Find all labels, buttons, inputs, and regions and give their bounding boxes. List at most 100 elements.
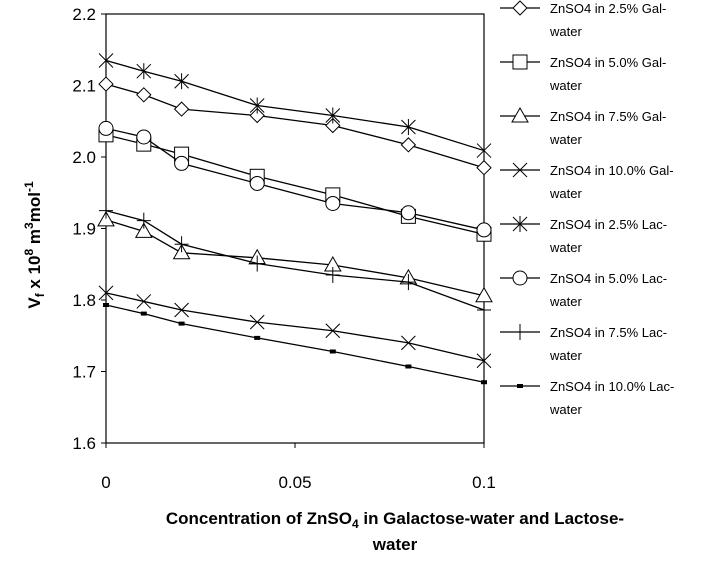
legend-label-line2: water xyxy=(549,78,582,93)
data-point xyxy=(98,120,114,136)
data-point xyxy=(325,323,341,339)
data-point xyxy=(476,353,492,369)
legend-label: ZnSO4 in 7.5% Gal- xyxy=(550,109,666,124)
data-point xyxy=(325,266,340,283)
x-tick-label: 0.05 xyxy=(278,473,311,492)
legend-item: ZnSO4 in 5.0% Lac-water xyxy=(500,270,667,309)
plot-area-border xyxy=(105,13,485,444)
data-point xyxy=(174,302,189,318)
data-point xyxy=(173,101,190,117)
x-axis-label-line2: water xyxy=(372,535,418,554)
legend-label-line2: water xyxy=(549,240,582,255)
legend-marker xyxy=(512,216,528,232)
x-axis-label: Concentration of ZnSO4 in Galactose-wate… xyxy=(166,509,624,531)
legend-label-line2: water xyxy=(549,132,582,147)
data-point xyxy=(136,129,152,145)
legend-item: ZnSO4 in 7.5% Lac-water xyxy=(500,324,667,363)
legend-label: ZnSO4 in 10.0% Gal- xyxy=(550,163,674,178)
data-point xyxy=(136,294,152,309)
legend-label: ZnSO4 in 5.0% Lac- xyxy=(550,271,667,286)
data-point xyxy=(476,160,492,176)
data-point xyxy=(329,349,336,354)
y-tick-label: 1.7 xyxy=(72,363,96,382)
legend-item: ZnSO4 in 2.5% Gal-water xyxy=(500,0,666,39)
data-point xyxy=(401,335,416,351)
data-point xyxy=(325,195,341,211)
series-5 xyxy=(98,52,492,159)
data-point xyxy=(401,274,416,291)
y-tick-label: 1.9 xyxy=(72,220,96,239)
data-point xyxy=(136,87,152,103)
legend-label: ZnSO4 in 7.5% Lac- xyxy=(550,325,667,340)
legend-item: ZnSO4 in 2.5% Lac-water xyxy=(500,216,667,255)
data-point xyxy=(98,76,114,92)
legend-label: ZnSO4 in 2.5% Lac- xyxy=(550,217,667,232)
legend-label-line2: water xyxy=(549,348,582,363)
data-point xyxy=(140,311,147,316)
series-4 xyxy=(98,285,492,369)
data-point xyxy=(98,285,114,301)
data-point xyxy=(136,63,152,80)
series-3 xyxy=(97,210,493,303)
plot-frame xyxy=(105,13,485,444)
data-point xyxy=(174,155,190,171)
series-line xyxy=(105,209,485,311)
data-point xyxy=(401,118,416,135)
legend-marker xyxy=(512,270,528,286)
data-point xyxy=(477,302,491,319)
y-tick-label: 2.0 xyxy=(72,148,96,167)
series-line xyxy=(105,127,485,231)
legend-item: ZnSO4 in 10.0% Lac-water xyxy=(500,379,674,417)
legend-label-line2: water xyxy=(549,186,582,201)
legend-marker xyxy=(517,384,523,388)
x-tick-label: 0.1 xyxy=(472,473,496,492)
data-point xyxy=(178,321,185,326)
data-point xyxy=(325,107,341,124)
data-point xyxy=(325,117,341,134)
series-layer xyxy=(97,52,493,385)
data-point xyxy=(136,212,151,229)
series-line xyxy=(105,83,485,169)
y-tick-label: 1.6 xyxy=(72,434,96,453)
data-point xyxy=(174,73,189,90)
legend-item: ZnSO4 in 10.0% Gal-water xyxy=(500,162,674,201)
y-tick-label: 1.8 xyxy=(72,291,96,310)
y-tick-label: 2.2 xyxy=(72,5,96,24)
series-line xyxy=(105,292,485,362)
data-point xyxy=(174,236,189,253)
data-point xyxy=(103,303,109,308)
legend-marker xyxy=(513,324,527,340)
y-axis-label: Vf x 108 m3mol-1 xyxy=(22,181,47,309)
legend-marker xyxy=(511,106,529,123)
data-point xyxy=(249,314,265,330)
series-6 xyxy=(98,120,492,238)
data-point xyxy=(476,142,492,159)
data-point xyxy=(405,364,412,369)
data-point xyxy=(249,175,265,191)
series-8 xyxy=(103,303,487,385)
x-axis-ticks: 0 0.05 0.1 xyxy=(101,443,496,492)
data-point xyxy=(249,97,265,114)
legend-label-line2: water xyxy=(549,24,582,39)
y-tick-label: 2.1 xyxy=(72,77,96,96)
legend-item: ZnSO4 in 7.5% Gal-water xyxy=(500,106,666,147)
legend-item: ZnSO4 in 5.0% Gal-water xyxy=(500,54,666,93)
data-point xyxy=(475,286,493,303)
data-point xyxy=(254,335,261,340)
data-point xyxy=(250,255,265,272)
legend-marker xyxy=(512,54,528,70)
series-line xyxy=(105,59,485,152)
data-point xyxy=(99,202,113,219)
legend-label: ZnSO4 in 2.5% Gal- xyxy=(550,1,666,16)
legend-marker xyxy=(512,0,528,16)
legend-label-line2: water xyxy=(549,294,582,309)
series-7 xyxy=(99,202,491,319)
series-1 xyxy=(98,76,492,176)
x-tick-label: 0 xyxy=(101,473,110,492)
y-axis-ticks: 1.6 1.7 1.8 1.9 2.0 2.1 2.2 xyxy=(72,5,106,453)
legend-label: ZnSO4 in 5.0% Gal- xyxy=(550,55,666,70)
data-point xyxy=(481,380,487,385)
data-point xyxy=(134,222,153,238)
data-point xyxy=(476,222,492,238)
